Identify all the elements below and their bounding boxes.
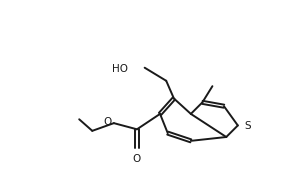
- Text: HO: HO: [112, 64, 128, 74]
- Text: O: O: [133, 154, 141, 164]
- Text: O: O: [103, 117, 112, 127]
- Text: S: S: [245, 121, 251, 131]
